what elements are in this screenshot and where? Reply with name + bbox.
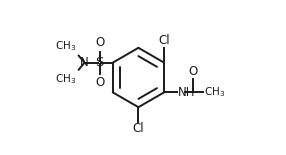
Text: N: N bbox=[80, 56, 89, 69]
Text: Cl: Cl bbox=[158, 34, 170, 47]
Text: CH$_3$: CH$_3$ bbox=[204, 85, 225, 99]
Text: NH: NH bbox=[177, 86, 195, 99]
Text: CH$_3$: CH$_3$ bbox=[55, 40, 76, 53]
Text: O: O bbox=[95, 36, 104, 49]
Text: O: O bbox=[95, 76, 104, 89]
Text: S: S bbox=[96, 56, 104, 69]
Text: CH$_3$: CH$_3$ bbox=[55, 72, 76, 86]
Text: Cl: Cl bbox=[133, 122, 144, 135]
Text: O: O bbox=[188, 65, 198, 78]
